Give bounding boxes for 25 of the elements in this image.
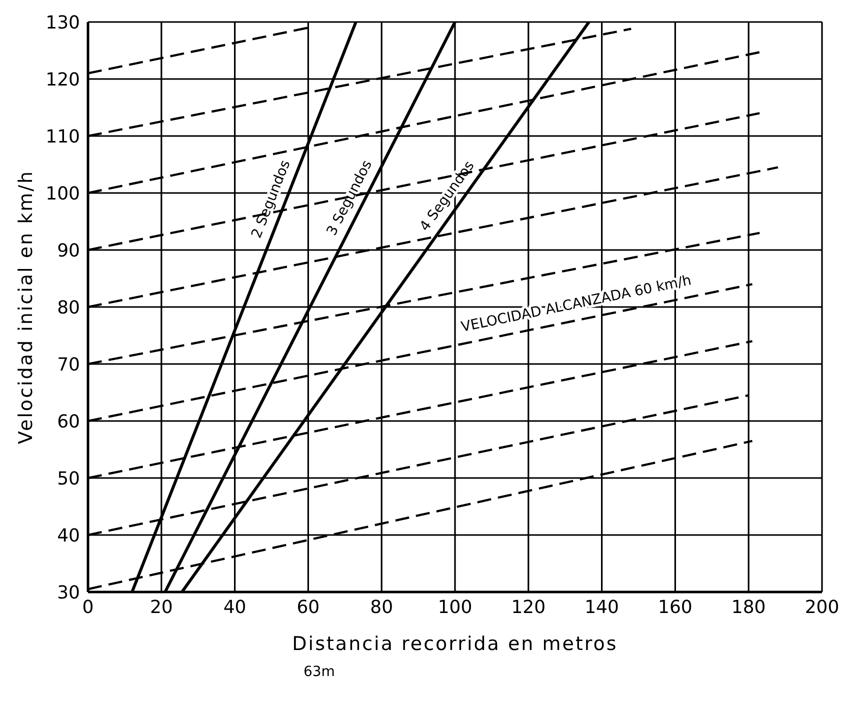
x-tick-label: 40	[223, 596, 246, 618]
y-tick-label: 100	[46, 183, 80, 204]
x-axis-title: Distancia recorrida en metros	[292, 633, 618, 655]
y-tick-label: 60	[57, 411, 80, 432]
y-tick-label: 80	[57, 297, 80, 318]
y-tick-label: 50	[57, 468, 80, 490]
y-tick-label: 70	[57, 354, 80, 376]
y-tick-label: 40	[57, 525, 80, 546]
x-tick-label: 80	[370, 596, 394, 618]
x-tick-label: 180	[731, 596, 766, 618]
text: 63m	[303, 664, 335, 680]
x-tick-label: 0	[82, 596, 94, 618]
y-tick-label: 30	[57, 582, 80, 604]
x-tick-label: 120	[511, 596, 546, 618]
y-tick-label: 130	[46, 12, 80, 34]
x-tick-label: 100	[438, 596, 472, 618]
y-tick-label: 110	[46, 126, 80, 148]
y-tick-label: 120	[46, 69, 80, 90]
x-tick-label: 200	[804, 596, 840, 618]
x-tick-label: 140	[584, 596, 619, 618]
y-axis-title: Velocidad inicial en km/h	[15, 170, 37, 444]
x-tick-label: 160	[658, 596, 692, 618]
y-tick-label: 90	[57, 240, 80, 262]
x-tick-label: 60	[296, 596, 320, 618]
x-tick-label: 20	[150, 596, 173, 618]
